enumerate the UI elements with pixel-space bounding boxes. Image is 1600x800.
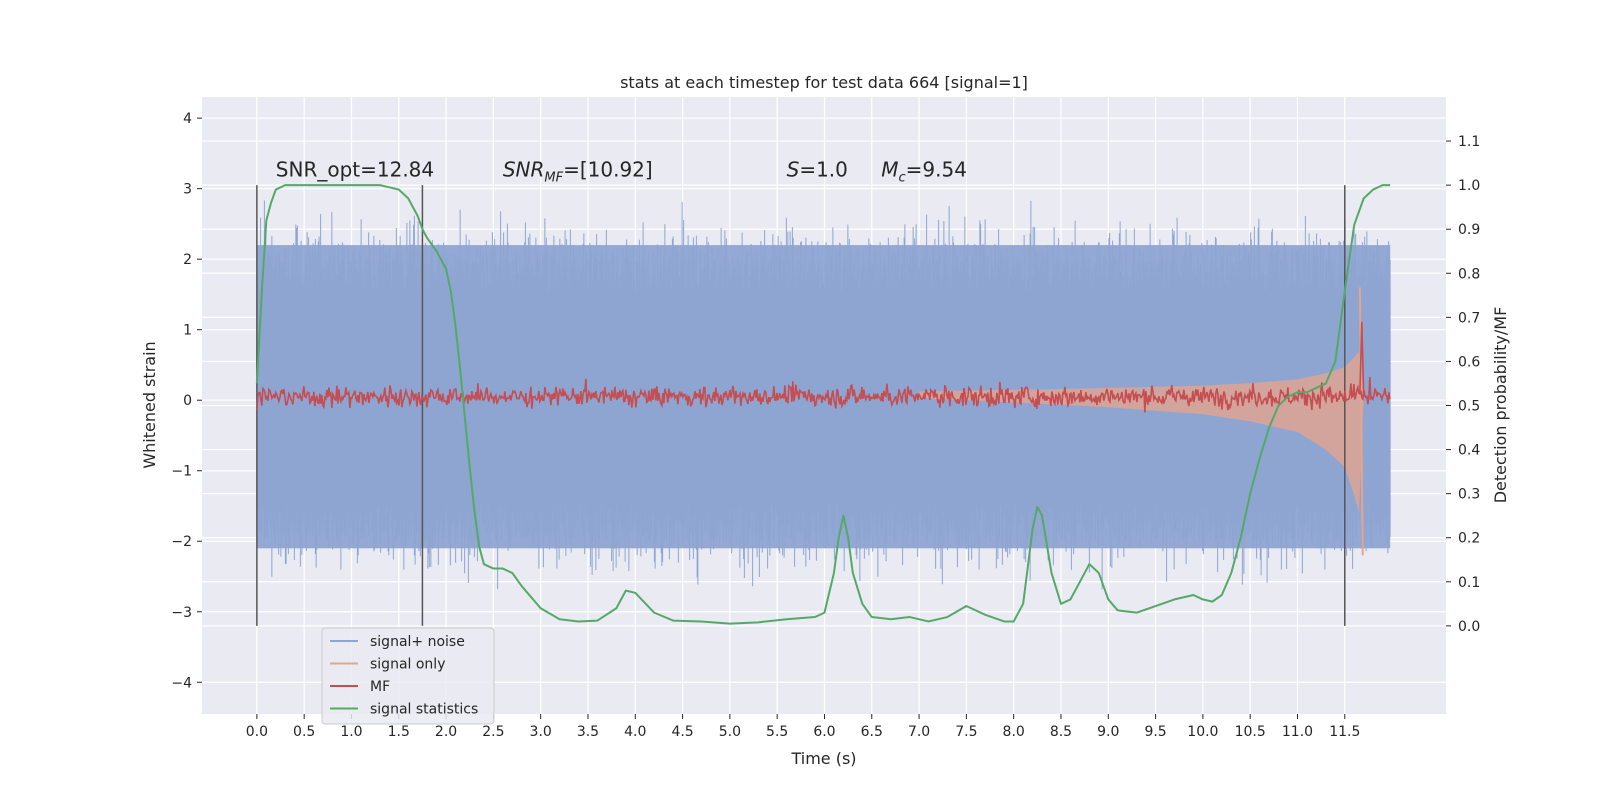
- mf-line: [256, 376, 1391, 413]
- legend-label: signal+ noise: [370, 634, 465, 650]
- x-tick-label: 2.0: [435, 724, 457, 740]
- y-right-tick-label: 0.6: [1458, 354, 1480, 370]
- y-tick-label: −1: [171, 464, 192, 480]
- x-tick-label: 0.5: [293, 724, 315, 740]
- x-tick-label: 7.5: [955, 724, 977, 740]
- x-tick-label: 4.0: [624, 724, 646, 740]
- x-tick-label: 11.0: [1282, 724, 1313, 740]
- annotations: SNR_opt=12.84 SNRMF=[10.92] S=1.0 Mc=9.54: [276, 157, 967, 185]
- y-axis-label: Whitened strain: [140, 341, 159, 468]
- y-right-tick-label: 0.3: [1458, 487, 1480, 503]
- y-right-tick-label: 0.0: [1458, 619, 1480, 635]
- y-right-tick-label: 0.4: [1458, 443, 1480, 459]
- signal-statistics-line: [255, 184, 1391, 625]
- x-tick-label: 1.5: [388, 724, 410, 740]
- y-right-tick-label: 0.8: [1458, 266, 1480, 282]
- legend-box: [321, 627, 495, 725]
- chart-title: stats at each timestep for test data 664…: [620, 73, 1028, 92]
- x-tick-label: 8.0: [1003, 724, 1025, 740]
- y-tick-label: −2: [171, 534, 192, 550]
- x-tick-label: 10.0: [1187, 724, 1218, 740]
- mf-peak: [1359, 321, 1365, 397]
- y-tick-label: 1: [183, 323, 192, 339]
- x-tick-label: 10.5: [1235, 724, 1266, 740]
- x-tick-label: 5.0: [719, 724, 741, 740]
- y-right-tick-label: 0.1: [1458, 575, 1480, 591]
- axis-ticks: 0.0 0.5 1.0 1.5 2.0 2.5 3.0 3.5 4.0 4.5 5.0 5.5 6.0 6…: [171, 111, 1480, 740]
- annotation: SNRMF=[10.92]: [503, 157, 653, 185]
- chirp-merger: [1358, 287, 1364, 556]
- x-tick-label: 4.5: [671, 724, 693, 740]
- x-tick-label: 7.0: [908, 724, 930, 740]
- x-tick-label: 11.5: [1329, 724, 1360, 740]
- annotation: SNR_opt=12.84: [276, 157, 434, 181]
- legend-label: signal only: [370, 657, 445, 673]
- y-axis-right-label: Detection probability/MF: [1491, 307, 1510, 504]
- x-tick-label: 9.5: [1144, 724, 1166, 740]
- x-tick-label: 0.0: [246, 724, 268, 740]
- y-tick-label: 2: [183, 252, 192, 268]
- y-tick-label: −3: [171, 605, 192, 621]
- y-right-tick-label: 0.5: [1458, 399, 1480, 415]
- x-tick-label: 3.0: [530, 724, 552, 740]
- x-tick-label: 6.5: [861, 724, 883, 740]
- y-tick-label: 0: [183, 393, 192, 409]
- y-right-tick-label: 0.7: [1458, 310, 1480, 326]
- x-tick-label: 2.5: [482, 724, 504, 740]
- legend-label: signal statistics: [370, 702, 478, 718]
- series-signal-statistics: [255, 184, 1391, 625]
- legend-label: MF: [370, 679, 390, 695]
- series-mf: [256, 321, 1391, 413]
- y-tick-label: 4: [183, 111, 192, 127]
- x-tick-label: 3.5: [577, 724, 599, 740]
- x-axis-label: Time (s): [790, 749, 856, 768]
- y-tick-label: −4: [171, 675, 192, 691]
- y-right-tick-label: 0.9: [1458, 222, 1480, 238]
- y-right-tick-label: 0.2: [1458, 531, 1480, 547]
- x-tick-label: 9.0: [1097, 724, 1119, 740]
- x-tick-label: 1.0: [340, 724, 362, 740]
- annotation: S=1.0: [787, 157, 848, 181]
- y-right-tick-label: 1.0: [1458, 178, 1480, 194]
- legend: signal+ noise signal only MF signal statist…: [321, 627, 495, 725]
- x-tick-label: 8.5: [1050, 724, 1072, 740]
- y-right-tick-label: 1.1: [1458, 134, 1480, 150]
- y-tick-label: 3: [183, 182, 192, 198]
- x-tick-label: 6.0: [813, 724, 835, 740]
- x-tick-label: 5.5: [766, 724, 788, 740]
- annotation: Mc=9.54: [881, 157, 967, 185]
